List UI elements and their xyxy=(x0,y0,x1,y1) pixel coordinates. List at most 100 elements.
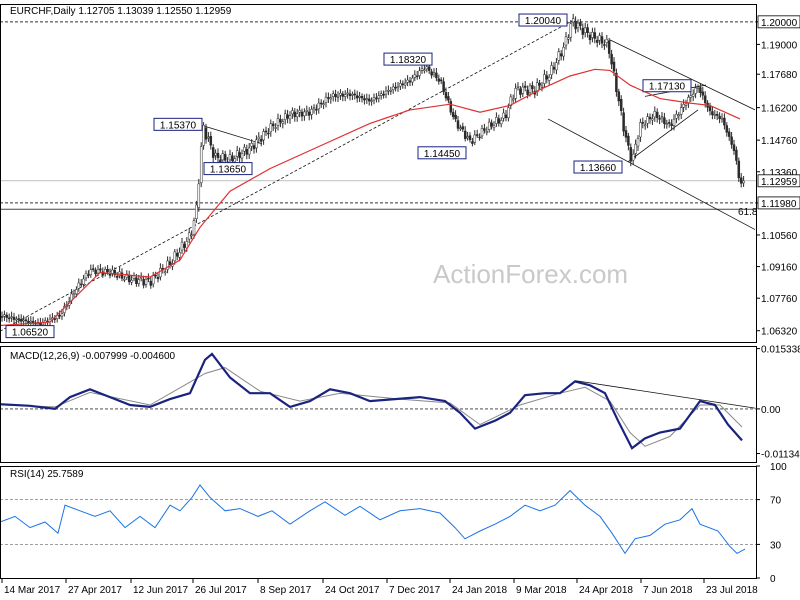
candle-body xyxy=(139,276,143,279)
candle-body xyxy=(387,89,390,92)
trendline xyxy=(0,20,573,332)
candle-body xyxy=(437,78,441,82)
candle-body xyxy=(689,95,693,98)
price-annotation-label: 1.18320 xyxy=(390,55,427,66)
candle-body xyxy=(151,275,155,285)
price-panel: 1.06520 1.15370 1.13650 1.18320 1.14450 1.200… xyxy=(0,13,800,339)
candle-body xyxy=(708,106,712,112)
candle-body xyxy=(183,243,186,248)
candle-body xyxy=(567,37,570,40)
watermark-text: ActionForex.com xyxy=(433,259,628,289)
candle-body xyxy=(739,177,743,184)
candle-body xyxy=(468,135,472,140)
candle-body xyxy=(696,86,700,89)
candle-body xyxy=(202,124,205,146)
candle-body xyxy=(58,314,61,317)
candle-body xyxy=(502,112,505,119)
candle-body xyxy=(636,138,640,147)
candle-body xyxy=(199,146,203,184)
candle-body xyxy=(660,116,664,118)
candle-body xyxy=(15,318,18,321)
moving-average-line xyxy=(0,68,741,327)
candle-body xyxy=(257,136,261,139)
candle-body xyxy=(235,150,239,157)
candle-body xyxy=(701,91,705,96)
candle-body xyxy=(207,136,210,139)
candle-body xyxy=(125,273,129,278)
price-annotation-box xyxy=(642,79,692,93)
candle-body xyxy=(497,118,501,124)
candle-body xyxy=(399,83,402,87)
candle-body xyxy=(324,96,328,103)
candle-body xyxy=(12,316,16,320)
candle-body xyxy=(255,139,258,149)
candle-body xyxy=(72,293,76,295)
candle-body xyxy=(264,130,268,133)
candle-body xyxy=(274,127,277,129)
candle-body xyxy=(492,125,496,128)
candle-body xyxy=(641,122,645,124)
candle-body xyxy=(154,274,157,277)
candle-body xyxy=(471,141,474,144)
candle-body xyxy=(526,89,529,95)
candle-body xyxy=(123,278,126,281)
candle-body xyxy=(252,145,256,150)
candle-body xyxy=(591,31,594,38)
price-annotation-box xyxy=(573,160,623,174)
candle-body xyxy=(475,134,479,136)
candle-body xyxy=(694,87,697,94)
x-tick-label: 23 Jul 2018 xyxy=(706,585,758,596)
candle-body xyxy=(461,126,465,130)
candle-body xyxy=(187,232,191,240)
candle-body xyxy=(658,118,661,120)
candle-body xyxy=(283,113,287,120)
macd-panel: 0.015338 0.00 -0.011344 xyxy=(0,345,800,461)
candle-body xyxy=(646,116,649,124)
panel-border xyxy=(0,346,757,463)
candle-body xyxy=(312,107,316,110)
candle-body xyxy=(435,72,438,79)
candle-body xyxy=(137,279,141,284)
candle-body xyxy=(353,93,357,96)
candle-body xyxy=(559,53,563,57)
chart-frame xyxy=(0,4,757,579)
candle-body xyxy=(473,134,477,143)
candle-body xyxy=(243,146,246,152)
candle-body xyxy=(603,44,606,46)
candle-body xyxy=(372,97,376,101)
candle-body xyxy=(677,114,681,117)
candle-body xyxy=(331,93,335,97)
candle-body xyxy=(408,80,412,83)
candle-body xyxy=(528,85,532,93)
candle-body xyxy=(432,72,436,75)
candle-body xyxy=(17,318,21,320)
candle-body xyxy=(586,27,589,34)
candle-body xyxy=(247,147,251,155)
candle-body xyxy=(384,90,388,95)
y-tick-label: 1.19000 xyxy=(761,40,798,51)
candle-body xyxy=(699,87,702,93)
candle-body xyxy=(413,74,417,78)
candle-body xyxy=(713,114,717,116)
candle-body xyxy=(634,143,637,154)
candle-body xyxy=(595,39,599,43)
candle-body xyxy=(295,113,299,118)
candle-body xyxy=(430,71,433,76)
candle-body xyxy=(730,136,733,145)
candle-body xyxy=(336,95,340,98)
candle-body xyxy=(94,269,97,275)
candle-body xyxy=(725,125,729,133)
candle-body xyxy=(735,149,738,161)
candle-body xyxy=(571,18,575,23)
candle-body xyxy=(581,27,585,35)
candle-body xyxy=(555,62,558,71)
candle-body xyxy=(286,114,289,119)
candle-body xyxy=(531,85,534,90)
candle-body xyxy=(91,268,95,270)
candle-body xyxy=(495,117,498,124)
candle-body xyxy=(279,118,282,123)
x-tick-label: 24 Oct 2017 xyxy=(325,585,380,596)
candle-body xyxy=(579,21,582,26)
y-tick-label: 1.13360 xyxy=(761,168,798,179)
